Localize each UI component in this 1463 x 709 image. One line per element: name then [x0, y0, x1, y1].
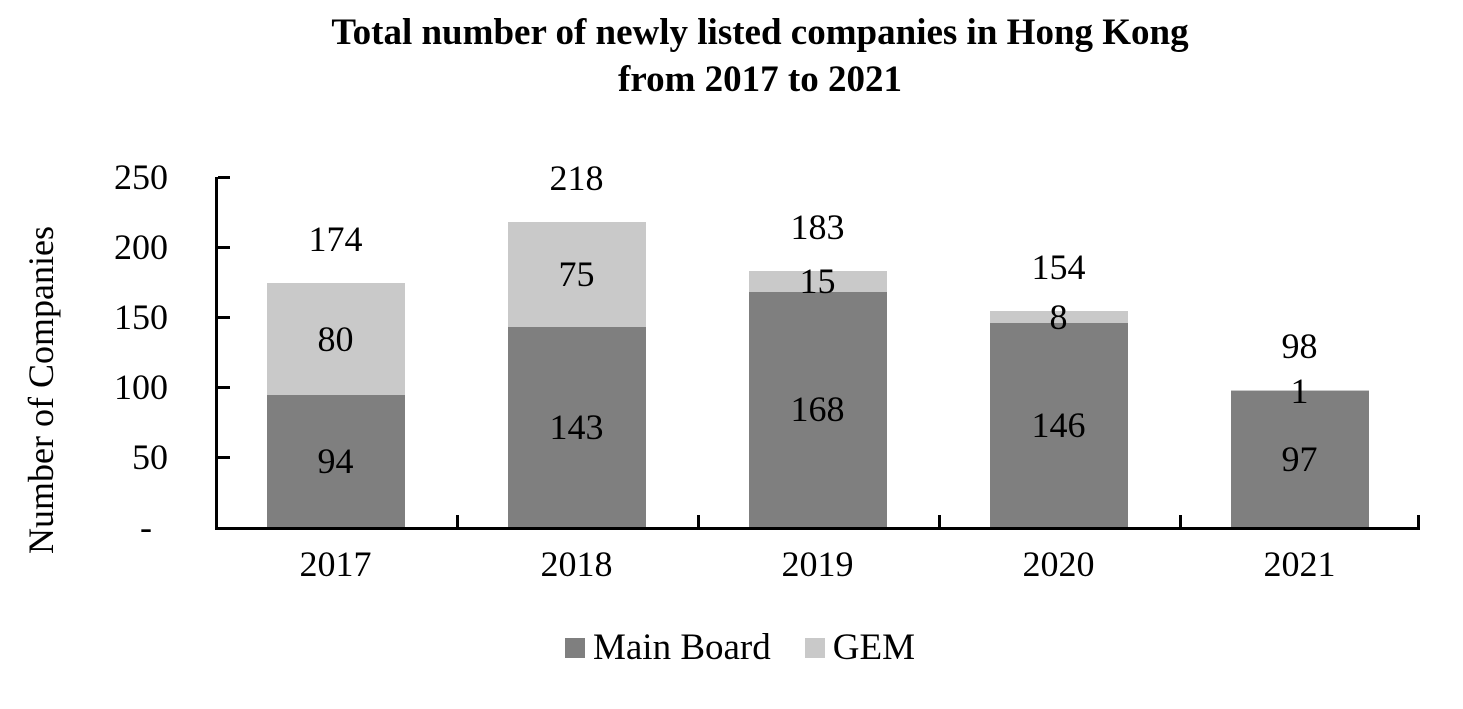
- bar-group-2021: 97 1 98: [1230, 177, 1369, 527]
- bar-group-2020: 146 8 154: [989, 177, 1128, 527]
- y-axis-tick-label: 50: [132, 437, 168, 477]
- y-axis-line: [215, 177, 218, 530]
- legend-item-main-board: Main Board: [564, 627, 771, 668]
- y-axis-tick-label: 100: [114, 367, 168, 407]
- y-axis-tick-mark: [218, 175, 230, 179]
- legend-color-swatch: [564, 638, 585, 658]
- data-label-gem: 80: [317, 319, 354, 360]
- bar-segment-main-board: [266, 395, 405, 527]
- bar-segment-gem: [989, 311, 1128, 323]
- data-label-total: 98: [1281, 325, 1318, 366]
- y-axis-tick-mark: [218, 315, 230, 319]
- x-axis-tick-mark: [697, 515, 700, 527]
- x-axis-line: [215, 527, 1420, 530]
- bar-group-2019: 168 15 183: [748, 177, 887, 527]
- y-axis-tick-label: 250: [114, 157, 168, 197]
- data-label-main-board: 97: [1281, 439, 1318, 480]
- data-label-gem: 8: [1049, 297, 1068, 337]
- y-axis-tick-label: 150: [114, 297, 168, 337]
- y-axis-tick-label: 200: [114, 227, 168, 267]
- legend-color-swatch: [804, 638, 825, 658]
- x-axis-tick-label: 2019: [781, 544, 854, 584]
- legend-label: Main Board: [592, 627, 771, 668]
- x-axis-tick-label: 2020: [1022, 544, 1095, 584]
- data-label-main-board: 146: [1031, 404, 1086, 445]
- plot-area: 94 80 174 143 75 218 168 15 183 146 8 154 97 1 98: [215, 160, 1420, 530]
- bar-segment-gem: [748, 270, 887, 292]
- chart-title: Total number of newly listed companies i…: [0, 9, 1463, 103]
- x-axis-tick-label: 2021: [1263, 544, 1336, 584]
- x-axis-tick-mark: [938, 515, 941, 527]
- data-label-main-board: 143: [549, 406, 604, 447]
- x-axis-tick-label: 2017: [299, 544, 372, 584]
- data-label-gem: 75: [558, 254, 595, 295]
- data-label-total: 174: [308, 219, 363, 260]
- x-axis-tick-label: 2018: [540, 544, 613, 584]
- chart-title-line-1: Total number of newly listed companies i…: [331, 12, 1189, 53]
- data-label-total: 154: [1031, 247, 1086, 288]
- y-axis-tick-labels: 250 200 150 100 50 -: [60, 159, 168, 545]
- bar-group-2018: 143 75 218: [507, 160, 646, 527]
- y-axis-tick-label: -: [140, 507, 152, 547]
- bar-segment-main-board: [507, 326, 646, 527]
- bar-segment-gem: [266, 283, 405, 396]
- bar-segment-main-board: [989, 322, 1128, 527]
- data-label-total: 218: [549, 157, 604, 198]
- y-axis-tick-mark: [218, 245, 230, 249]
- x-axis-tick-mark: [1179, 515, 1182, 527]
- x-axis-tick-labels: 2017 2018 2019 2020 2021: [215, 542, 1420, 586]
- data-label-gem: 15: [799, 261, 836, 302]
- data-label-total: 183: [790, 206, 845, 247]
- bar-segment-gem: [1230, 389, 1369, 392]
- bar-segment-main-board: [748, 291, 887, 527]
- legend-item-gem: GEM: [804, 627, 915, 668]
- x-axis-tick-mark: [456, 515, 459, 527]
- x-axis-tick-mark: [1417, 515, 1420, 527]
- legend: Main Board GEM: [0, 626, 1463, 670]
- data-label-main-board: 94: [317, 441, 354, 482]
- bar-group-2017: 94 80 174: [266, 177, 405, 527]
- bar-segment-gem: [507, 221, 646, 327]
- data-label-gem: 1: [1290, 370, 1309, 411]
- legend-label: GEM: [832, 627, 915, 668]
- y-axis-tick-mark: [218, 385, 230, 389]
- chart-title-line-2: from 2017 to 2021: [618, 59, 902, 100]
- bar-segment-main-board: [1230, 391, 1369, 527]
- y-axis-title: Number of Companies: [21, 226, 61, 554]
- y-axis-tick-mark: [218, 455, 230, 459]
- data-label-main-board: 168: [790, 389, 845, 430]
